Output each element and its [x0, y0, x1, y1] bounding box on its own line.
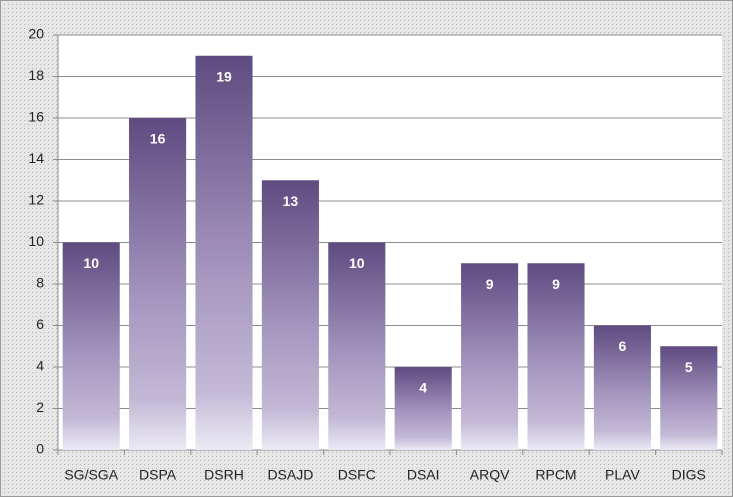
- x-tick-label: DIGS: [672, 467, 706, 483]
- data-label: 10: [83, 255, 99, 271]
- bar: [660, 346, 718, 450]
- bar: [593, 325, 651, 450]
- y-tick-label: 10: [28, 233, 44, 249]
- y-tick-label: 4: [36, 358, 44, 374]
- y-tick-label: 6: [36, 316, 44, 332]
- data-label: 16: [150, 131, 166, 147]
- data-label: 10: [349, 255, 365, 271]
- bar: [328, 242, 386, 450]
- y-tick-label: 18: [28, 67, 44, 83]
- x-tick-label: DSFC: [338, 467, 376, 483]
- bar: [394, 367, 452, 450]
- data-label: 19: [216, 68, 232, 84]
- y-tick-label: 12: [28, 192, 44, 208]
- y-tick-label: 2: [36, 399, 44, 415]
- x-tick-label: SG/SGA: [64, 467, 118, 483]
- data-label: 9: [486, 276, 494, 292]
- bar: [62, 242, 120, 450]
- bar: [261, 180, 319, 450]
- bar: [129, 118, 187, 450]
- data-label: 13: [283, 193, 299, 209]
- x-tick-label: PLAV: [605, 467, 640, 483]
- data-label: 4: [419, 380, 427, 396]
- y-tick-label: 16: [28, 109, 44, 125]
- data-label: 9: [552, 276, 560, 292]
- y-tick-label: 0: [36, 441, 44, 457]
- y-tick-label: 20: [28, 26, 44, 42]
- x-tick-label: RPCM: [535, 467, 576, 483]
- data-label: 6: [619, 338, 627, 354]
- y-tick-label: 8: [36, 275, 44, 291]
- y-tick-label: 14: [28, 150, 44, 166]
- bar: [195, 55, 253, 450]
- x-tick-label: DSAJD: [267, 467, 313, 483]
- x-tick-label: DSPA: [139, 467, 177, 483]
- x-tick-label: DSRH: [204, 467, 244, 483]
- bar: [527, 263, 585, 450]
- bar: [461, 263, 519, 450]
- data-label: 5: [685, 359, 693, 375]
- x-tick-label: ARQV: [470, 467, 510, 483]
- x-tick-label: DSAI: [407, 467, 440, 483]
